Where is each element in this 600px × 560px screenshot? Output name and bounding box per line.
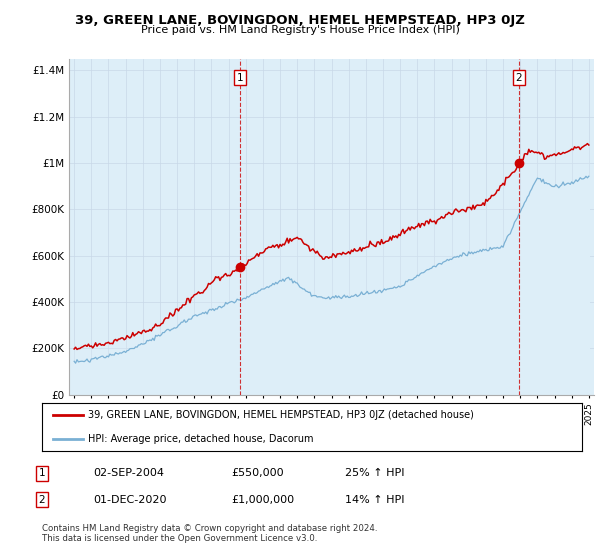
Text: 2: 2: [38, 494, 46, 505]
Text: 1: 1: [237, 73, 244, 83]
Text: HPI: Average price, detached house, Dacorum: HPI: Average price, detached house, Daco…: [88, 434, 313, 444]
Text: 39, GREEN LANE, BOVINGDON, HEMEL HEMPSTEAD, HP3 0JZ: 39, GREEN LANE, BOVINGDON, HEMEL HEMPSTE…: [75, 14, 525, 27]
Text: 2: 2: [515, 73, 522, 83]
Text: £1,000,000: £1,000,000: [231, 494, 294, 505]
Text: Contains HM Land Registry data © Crown copyright and database right 2024.
This d: Contains HM Land Registry data © Crown c…: [42, 524, 377, 543]
Text: 1: 1: [38, 468, 46, 478]
Text: 02-SEP-2004: 02-SEP-2004: [93, 468, 164, 478]
Text: 25% ↑ HPI: 25% ↑ HPI: [345, 468, 404, 478]
Text: £550,000: £550,000: [231, 468, 284, 478]
Text: 14% ↑ HPI: 14% ↑ HPI: [345, 494, 404, 505]
Text: Price paid vs. HM Land Registry's House Price Index (HPI): Price paid vs. HM Land Registry's House …: [140, 25, 460, 35]
Text: 39, GREEN LANE, BOVINGDON, HEMEL HEMPSTEAD, HP3 0JZ (detached house): 39, GREEN LANE, BOVINGDON, HEMEL HEMPSTE…: [88, 410, 474, 420]
Text: 01-DEC-2020: 01-DEC-2020: [93, 494, 167, 505]
